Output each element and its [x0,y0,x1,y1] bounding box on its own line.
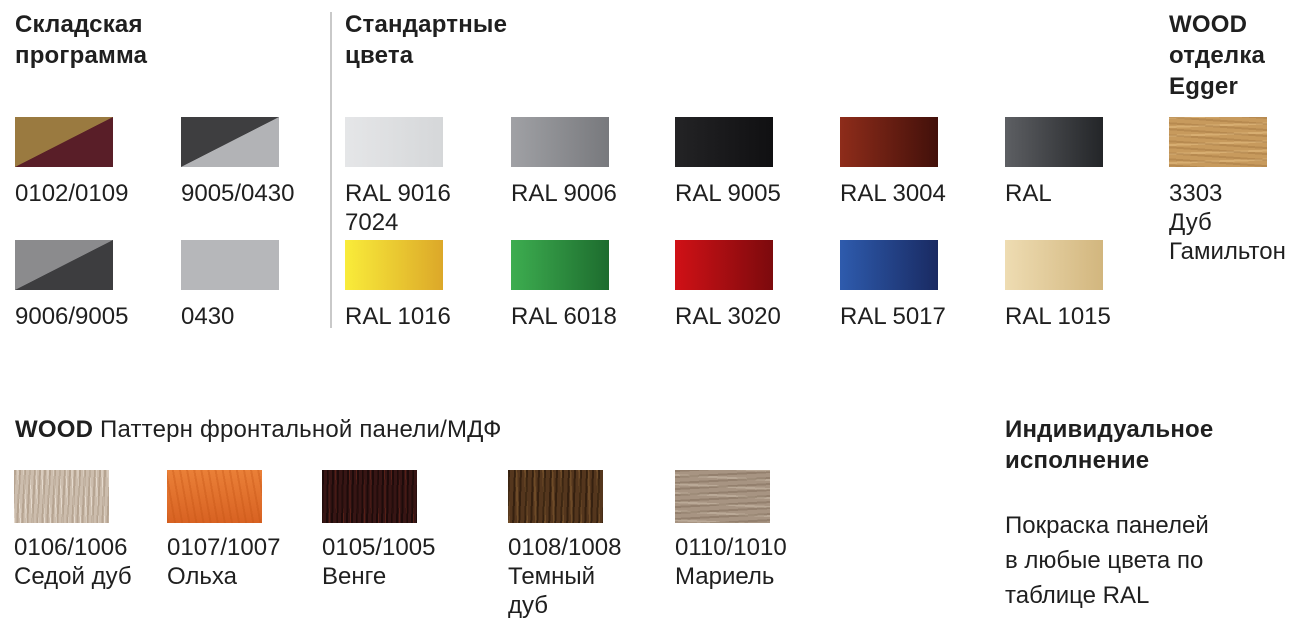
wood-mdf-title: WOOD Паттерн фронтальной панели/МДФ [15,414,502,445]
swatch-ral-6018 [511,240,609,290]
swatch-0108-1008-dark-oak [508,470,603,523]
title-line: Индивидуальное [1005,416,1214,443]
swatch-label: 0105/1005 [322,534,436,561]
swatch-label: 9005/0430 [181,180,295,207]
swatch-label: Мариель [675,563,775,590]
title-line: WOOD [1169,11,1248,38]
swatch-label: Темный [508,563,596,590]
swatch-0105-1005-wenge [322,470,417,523]
swatch-ral-3004 [840,117,938,167]
swatch-cell: 0430 [181,240,341,331]
swatch-label: RAL 1016 [345,303,451,330]
swatch-cell: 9006/9005 [15,240,175,331]
swatch-egger-3303-oak-hamilton [1169,117,1267,167]
swatch-label: 0108/1008 [508,534,622,561]
swatch-label: RAL 9006 [511,180,617,207]
swatch-ral [1005,117,1103,167]
swatch-cell: 0105/1005 Венге [322,470,482,591]
swatch-label: Гамильтон [1169,238,1286,265]
swatch-9005-0430 [181,117,279,167]
swatch-cell: RAL 1015 [1005,240,1165,331]
swatch-cell: RAL 9016 7024 [345,117,505,237]
swatch-cell: RAL 3004 [840,117,1000,208]
swatch-ral-1015 [1005,240,1103,290]
swatch-label: 0430 [181,303,235,330]
swatch-cell: 0106/1006 Седой дуб [14,470,174,591]
title-regular-part: Паттерн фронтальной панели/МДФ [100,416,502,443]
swatch-label: RAL 3020 [675,303,781,330]
swatch-0102-0109 [15,117,113,167]
swatch-label: 0106/1006 [14,534,128,561]
swatch-cell: RAL 1016 [345,240,505,331]
swatch-label: RAL 1015 [1005,303,1111,330]
swatch-cell: 0107/1007 Ольха [167,470,327,591]
warehouse-program-title: Складская программа [15,9,147,71]
swatch-ral-9005 [675,117,773,167]
title-line: Складская [15,11,143,38]
swatch-label: RAL 9005 [675,180,781,207]
swatch-label: Дуб [1169,209,1212,236]
swatch-cell: RAL 6018 [511,240,671,331]
swatch-label: RAL 3004 [840,180,946,207]
section-divider [330,12,332,328]
swatch-label: RAL 5017 [840,303,946,330]
swatch-ral-5017 [840,240,938,290]
swatch-cell: RAL 3020 [675,240,835,331]
swatch-9006-9005 [15,240,113,290]
custom-finish-title: Индивидуальное исполнение [1005,414,1213,476]
swatch-0107-1007-alder [167,470,262,523]
swatch-ral-3020 [675,240,773,290]
swatch-label: 9006/9005 [15,303,129,330]
title-line: Стандартные [345,11,508,38]
title-line: цвета [345,42,414,69]
swatch-label: Ольха [167,563,237,590]
title-line: Egger [1169,73,1239,100]
swatch-label: дуб [508,592,549,619]
swatch-cell: RAL 9005 [675,117,835,208]
title-line: исполнение [1005,447,1150,474]
standard-colors-title: Стандартные цвета [345,9,507,71]
title-line: отделка [1169,42,1266,69]
swatch-label: Венге [322,563,387,590]
swatch-ral-1016 [345,240,443,290]
note-line: таблице RAL [1005,582,1150,609]
swatch-cell: 0110/1010 Мариель [675,470,835,591]
swatch-ral-9006 [511,117,609,167]
title-line: программа [15,42,148,69]
note-line: в любые цвета по [1005,547,1204,574]
swatch-cell: 0102/0109 [15,117,175,208]
swatch-label: 7024 [345,209,399,236]
swatch-label: Седой дуб [14,563,132,590]
wood-egger-title: WOOD отделка Egger [1169,9,1265,102]
swatch-0430 [181,240,279,290]
swatch-cell: RAL [1005,117,1165,208]
swatch-ral-9016-7024 [345,117,443,167]
swatch-label: 0110/1010 [675,534,787,561]
swatch-cell: 9005/0430 [181,117,341,208]
swatch-cell: RAL 9006 [511,117,671,208]
swatch-label: RAL 9016 [345,180,451,207]
swatch-label: RAL 6018 [511,303,617,330]
swatch-cell: 0108/1008 Темный дуб [508,470,668,620]
swatch-0106-1006-gray-oak [14,470,109,523]
swatch-label: 0102/0109 [15,180,129,207]
swatch-label: 0107/1007 [167,534,281,561]
swatch-cell: RAL 5017 [840,240,1000,331]
title-bold-part: WOOD [15,416,94,443]
swatch-cell: 3303 Дуб Гамильтон [1169,117,1313,266]
swatch-0110-1010-mariel [675,470,770,523]
swatch-label: 3303 [1169,180,1223,207]
custom-finish-note: Покраска панелей в любые цвета по таблиц… [1005,508,1209,613]
swatch-label: RAL [1005,180,1052,207]
note-line: Покраска панелей [1005,512,1209,539]
